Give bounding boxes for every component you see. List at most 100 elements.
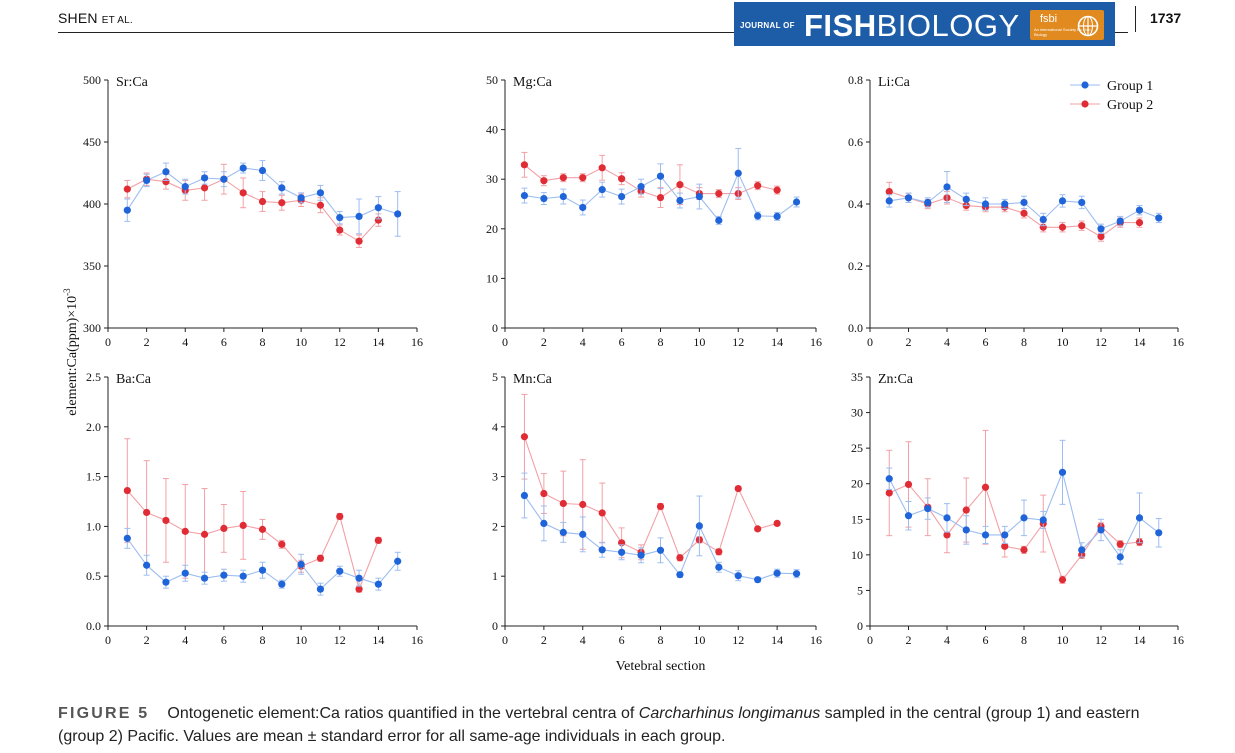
series-group1 bbox=[520, 472, 801, 584]
data-point bbox=[1116, 540, 1124, 548]
x-tick-label: 10 bbox=[1057, 633, 1069, 647]
x-tick-label: 12 bbox=[1095, 335, 1107, 349]
data-point bbox=[695, 192, 703, 201]
x-tick-label: 6 bbox=[983, 335, 989, 349]
legend-label: Group 1 bbox=[1107, 79, 1153, 94]
x-tick-label: 10 bbox=[693, 335, 705, 349]
x-tick-label: 8 bbox=[658, 633, 664, 647]
y-tick-label: 5 bbox=[492, 370, 498, 384]
journal-name-bold: FISH bbox=[804, 8, 877, 43]
data-point bbox=[297, 194, 305, 202]
data-point bbox=[1001, 542, 1009, 550]
y-tick-label: 30 bbox=[851, 406, 863, 420]
data-point bbox=[162, 578, 170, 586]
data-point bbox=[316, 585, 325, 593]
caption-text-1: Ontogenetic element:Ca ratios quantified… bbox=[167, 705, 639, 722]
data-point bbox=[540, 177, 548, 185]
y-tick-label: 350 bbox=[83, 259, 101, 273]
chart-panel-4: 0.0 0.5 1.0 1.5 2.0 2.5 0 2 4 6 8 10 12 14 16 Ba:Ca bbox=[86, 370, 423, 647]
data-point bbox=[258, 166, 267, 175]
data-point bbox=[316, 189, 325, 197]
x-tick-label: 4 bbox=[580, 633, 586, 647]
data-point bbox=[598, 509, 606, 517]
society-logo-text: fsbi bbox=[1040, 13, 1058, 25]
journal-name: FISHBIOLOGY bbox=[804, 8, 1020, 44]
running-head-etal: ET AL. bbox=[101, 15, 133, 26]
x-tick-label: 6 bbox=[619, 633, 625, 647]
data-point bbox=[559, 174, 567, 182]
data-point bbox=[773, 519, 781, 528]
data-point bbox=[695, 522, 703, 530]
data-point bbox=[1001, 200, 1009, 208]
data-point bbox=[181, 569, 189, 577]
x-tick-label: 0 bbox=[867, 335, 873, 349]
series-group2 bbox=[123, 438, 382, 593]
data-point bbox=[618, 548, 626, 556]
x-tick-label: 6 bbox=[619, 335, 625, 349]
y-tick-label: 300 bbox=[83, 321, 101, 335]
data-point bbox=[394, 210, 402, 218]
y-tick-label: 0.4 bbox=[848, 197, 863, 211]
data-point bbox=[239, 572, 247, 580]
data-point bbox=[123, 185, 131, 193]
series-group2 bbox=[520, 393, 781, 562]
x-tick-label: 2 bbox=[541, 633, 547, 647]
caption-species: Carcharhinus longimanus bbox=[638, 705, 821, 722]
data-point bbox=[579, 174, 587, 182]
data-point bbox=[162, 178, 170, 186]
data-point bbox=[1039, 215, 1047, 224]
y-tick-label: 5 bbox=[857, 583, 863, 597]
y-tick-label: 2.0 bbox=[86, 420, 101, 434]
x-tick-label: 14 bbox=[771, 335, 783, 349]
data-point bbox=[200, 174, 209, 182]
chart-panel-3: 0.0 0.2 0.4 0.6 0.8 0 2 4 6 8 10 12 14 16 Li:Ca Group 1… bbox=[848, 73, 1184, 349]
data-point bbox=[220, 175, 228, 183]
x-tick-label: 10 bbox=[1057, 335, 1069, 349]
x-tick-label: 4 bbox=[182, 335, 188, 349]
x-tick-label: 8 bbox=[1021, 633, 1027, 647]
data-point bbox=[1155, 214, 1163, 222]
data-point bbox=[773, 186, 781, 194]
data-point bbox=[540, 519, 548, 528]
data-point bbox=[792, 198, 801, 206]
data-point bbox=[258, 197, 267, 206]
data-point bbox=[143, 176, 151, 185]
data-point bbox=[336, 567, 344, 575]
chart-title: Zn:Ca bbox=[878, 372, 914, 387]
x-tick-label: 12 bbox=[1095, 633, 1107, 647]
y-axis-label: element:Ca(ppm)×10-3 bbox=[62, 288, 80, 416]
chart-panel-2: 0 10 20 30 40 50 0 2 4 6 8 10 12 14 16 Mg:Ca bbox=[486, 73, 822, 349]
x-tick-label: 2 bbox=[906, 335, 912, 349]
journal-name-light: BIOLOGY bbox=[876, 8, 1020, 43]
x-axis-label: Vetebral section bbox=[616, 659, 706, 674]
y-tick-label: 35 bbox=[851, 370, 863, 384]
data-point bbox=[904, 194, 913, 202]
data-point bbox=[656, 193, 665, 202]
data-point bbox=[181, 527, 189, 535]
chart-title: Sr:Ca bbox=[116, 75, 149, 90]
data-point bbox=[981, 531, 990, 539]
x-tick-label: 14 bbox=[771, 633, 783, 647]
data-point bbox=[637, 551, 645, 559]
y-tick-label: 2 bbox=[492, 519, 498, 533]
x-tick-label: 14 bbox=[1134, 633, 1146, 647]
x-tick-label: 4 bbox=[944, 335, 950, 349]
data-point bbox=[656, 172, 665, 180]
x-tick-label: 0 bbox=[502, 335, 508, 349]
data-point bbox=[374, 580, 382, 588]
x-tick-label: 6 bbox=[983, 633, 989, 647]
chart-title: Ba:Ca bbox=[116, 372, 152, 387]
data-point bbox=[239, 164, 247, 172]
data-point bbox=[336, 512, 344, 521]
x-tick-label: 6 bbox=[221, 335, 227, 349]
data-point bbox=[278, 540, 286, 548]
data-point bbox=[239, 521, 247, 530]
x-tick-label: 16 bbox=[810, 335, 822, 349]
x-tick-label: 16 bbox=[810, 633, 822, 647]
data-point bbox=[1155, 529, 1163, 537]
running-head: SHEN ET AL. bbox=[58, 10, 133, 26]
data-point bbox=[754, 182, 762, 190]
data-point bbox=[656, 502, 665, 511]
data-point bbox=[1097, 225, 1105, 233]
x-tick-label: 12 bbox=[334, 633, 346, 647]
